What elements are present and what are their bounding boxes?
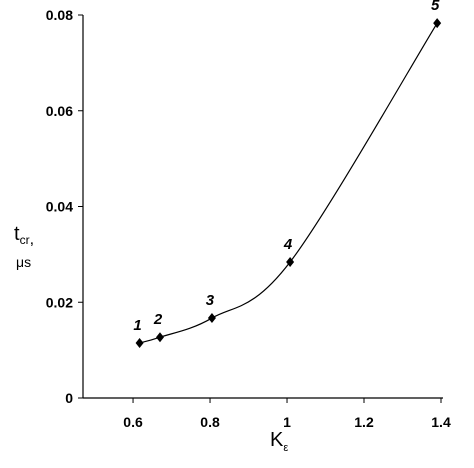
y-tick-label: 0.02 bbox=[46, 294, 73, 310]
x-tick-label: 0.8 bbox=[200, 414, 220, 430]
point bbox=[155, 332, 164, 343]
point-label: 5 bbox=[431, 0, 440, 14]
y-axis-unit: μs bbox=[16, 254, 31, 270]
x-axis-label: Kε bbox=[270, 429, 288, 454]
point bbox=[207, 313, 216, 324]
point-label: 2 bbox=[153, 311, 163, 328]
point-label: 4 bbox=[283, 236, 293, 253]
x-tick-label: 1.2 bbox=[354, 414, 374, 430]
y-label-sub: cr bbox=[20, 233, 30, 247]
point-label: 3 bbox=[206, 292, 215, 309]
x-tick-label: 1 bbox=[283, 414, 291, 430]
y-label-main: t bbox=[14, 223, 20, 245]
fit-curve bbox=[139, 22, 438, 344]
y-tick-label: 0.08 bbox=[46, 7, 73, 23]
point bbox=[135, 337, 144, 348]
x-label-sub: ε bbox=[283, 442, 288, 454]
y-tick-label: 0.06 bbox=[46, 103, 73, 119]
x-tick-label: 1.4 bbox=[431, 414, 451, 430]
point bbox=[433, 18, 442, 29]
y-tick-label: 0 bbox=[65, 390, 73, 406]
x-tick-label: 0.6 bbox=[123, 414, 143, 430]
y-tick-label: 0.04 bbox=[46, 199, 73, 215]
y-label-sep: , bbox=[30, 231, 34, 248]
y-axis-label: tcr, bbox=[14, 223, 34, 248]
point bbox=[286, 257, 295, 268]
point-label: 1 bbox=[133, 317, 141, 334]
x-label-main: K bbox=[270, 429, 284, 451]
